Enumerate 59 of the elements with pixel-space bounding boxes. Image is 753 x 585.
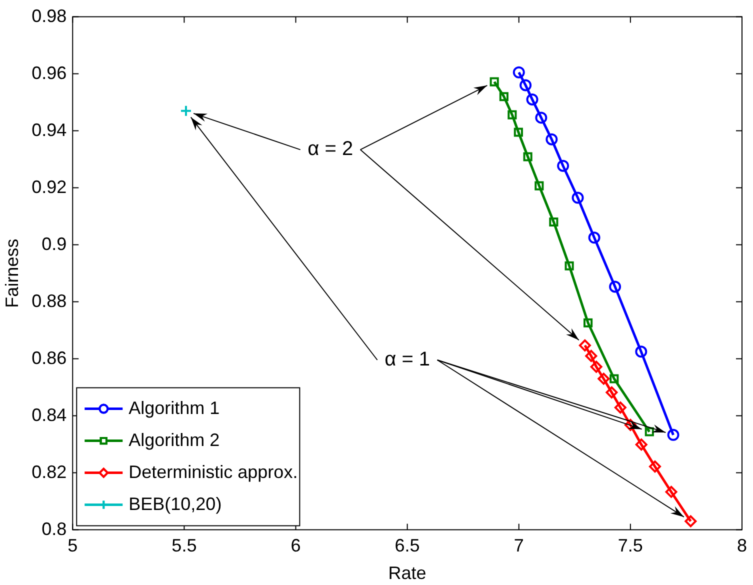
- point: [648, 460, 661, 473]
- y-tick-label: 0.92: [32, 176, 67, 197]
- annotation: α = 2: [308, 138, 354, 160]
- x-tick-label: 5: [68, 536, 78, 556]
- point: [609, 280, 622, 293]
- point: [572, 192, 584, 204]
- point: [584, 318, 593, 328]
- point: [549, 217, 558, 227]
- point: [667, 428, 680, 441]
- y-tick-label: 0.96: [32, 62, 67, 83]
- point: [520, 79, 532, 92]
- x-tick-label: 7.5: [618, 536, 643, 556]
- point: [588, 232, 600, 244]
- y-tick-label: 0.84: [32, 404, 67, 425]
- point: [564, 261, 574, 270]
- point: [606, 386, 618, 398]
- point: [499, 92, 508, 102]
- x-axis-title: Rate: [388, 563, 426, 584]
- point: [490, 77, 499, 86]
- point: [523, 152, 532, 162]
- point: [508, 110, 517, 120]
- y-tick-label: 0.98: [32, 6, 67, 26]
- point: [534, 181, 544, 190]
- point: [546, 133, 558, 146]
- point: [610, 374, 619, 384]
- x-tick-label: 7: [514, 536, 524, 556]
- point: [180, 104, 192, 117]
- y-tick-label: 0.86: [32, 348, 67, 368]
- x-tick-label: 8: [736, 536, 747, 556]
- point: [665, 486, 678, 498]
- x-tick-label: 5.5: [172, 536, 197, 556]
- point: [598, 372, 610, 385]
- point: [585, 350, 598, 362]
- point: [635, 346, 648, 358]
- point: [684, 515, 697, 528]
- y-tick-label: 0.82: [32, 462, 67, 482]
- x-tick-label: 6: [290, 536, 301, 556]
- point: [644, 427, 654, 436]
- y-tick-label: 0.9: [42, 234, 67, 254]
- point: [557, 160, 570, 172]
- y-tick-label: 0.8: [42, 518, 67, 539]
- point: [514, 128, 523, 137]
- point: [590, 360, 602, 373]
- point: [614, 402, 626, 414]
- point: [526, 93, 538, 106]
- point: [624, 418, 636, 431]
- legend-label: Deterministic approx.: [128, 462, 298, 482]
- y-tick-label: 0.94: [32, 120, 67, 140]
- y-tick-label: 0.88: [32, 290, 67, 311]
- y-axis-title: Fairness: [2, 238, 22, 308]
- legend-label: Algorithm 2: [128, 430, 220, 450]
- legend-label: BEB(10,20): [128, 494, 222, 514]
- point: [512, 66, 525, 78]
- annotation: α = 1: [384, 348, 430, 371]
- point: [535, 112, 548, 124]
- point: [578, 339, 591, 352]
- x-tick-label: 6.5: [394, 536, 420, 556]
- point: [635, 438, 648, 451]
- legend-label: Algorithm 1: [128, 398, 220, 418]
